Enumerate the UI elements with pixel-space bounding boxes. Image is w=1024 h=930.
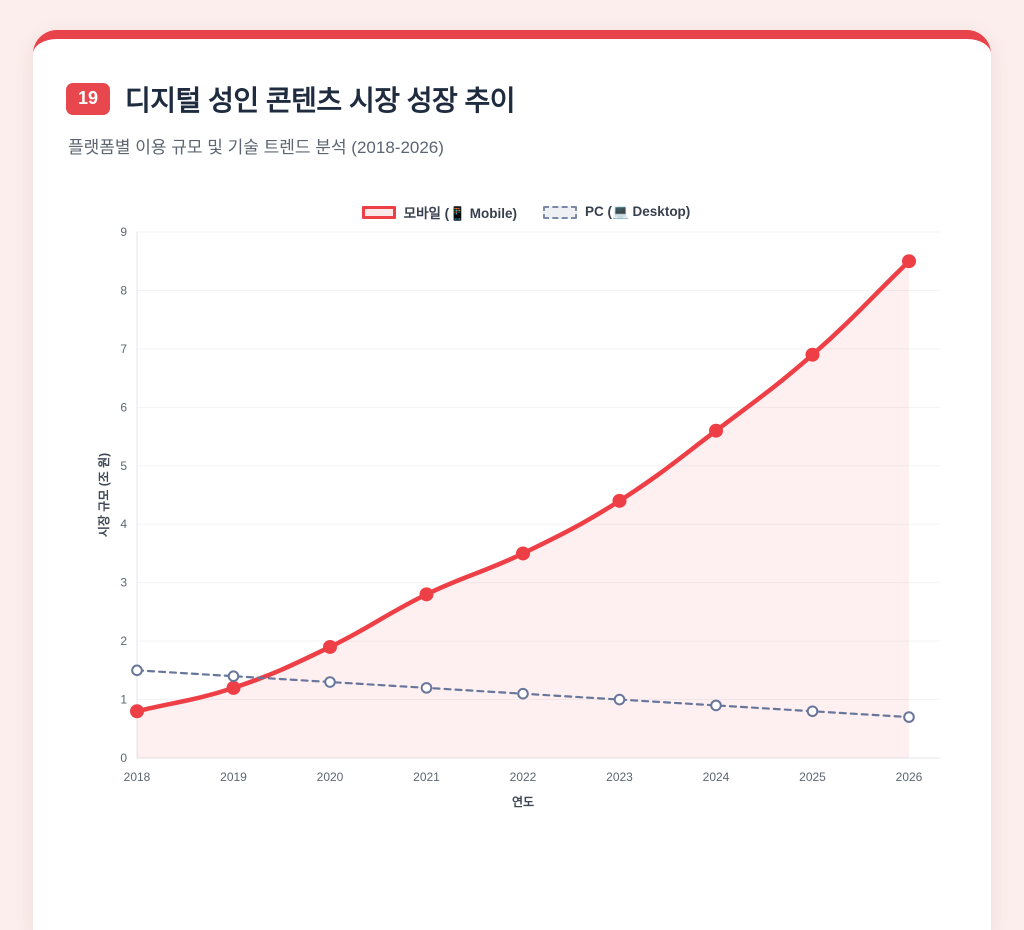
- data-point-mobile-2020[interactable]: [323, 639, 337, 654]
- chart-legend: 모바일 (📱 Mobile) PC (💻 Desktop): [96, 202, 956, 222]
- y-axis-title: 시장 규모 (조 원): [97, 453, 111, 537]
- x-tick-label: 2019: [220, 770, 247, 784]
- data-point-mobile-2021[interactable]: [419, 587, 434, 602]
- y-tick-label: 1: [120, 693, 127, 707]
- axis-tick-labels: 0 1 2 3 4 5 6 7 8 9 2018 2019 2020 2021 2022 2023 2024 20…: [120, 226, 922, 784]
- y-tick-label: 5: [120, 459, 127, 473]
- card-header: 19 디지털 성인 콘텐츠 시장 성장 추이: [66, 79, 958, 119]
- data-point-pc-2018[interactable]: [131, 664, 143, 677]
- x-tick-label: 2021: [413, 770, 440, 784]
- y-tick-label: 2: [120, 634, 127, 648]
- data-point-pc-2021[interactable]: [420, 682, 433, 694]
- legend-item-mobile[interactable]: 모바일 (📱 Mobile): [361, 202, 517, 222]
- mobile-series-swatch-icon: [361, 205, 396, 219]
- y-tick-label: 4: [120, 517, 127, 531]
- y-gridlines: [137, 231, 940, 759]
- y-tick-label: 9: [120, 226, 127, 239]
- x-tick-label: 2023: [606, 770, 633, 784]
- legend-item-pc[interactable]: PC (💻 Desktop): [542, 204, 691, 220]
- data-point-mobile-2026[interactable]: [902, 254, 916, 269]
- pc-series-swatch-icon: [542, 205, 577, 219]
- slide-number-badge: 19: [66, 83, 111, 115]
- series-mobile: [130, 254, 916, 758]
- mobile-area-fill: [137, 261, 909, 758]
- y-tick-label: 3: [120, 576, 127, 590]
- data-point-pc-2025[interactable]: [806, 705, 819, 718]
- legend-label-pc: PC (💻 Desktop): [584, 204, 691, 219]
- page-title: 디지털 성인 콘텐츠 시장 성장 추이: [125, 85, 516, 116]
- data-point-pc-2019[interactable]: [227, 670, 240, 682]
- y-tick-label: 7: [120, 342, 127, 356]
- x-tick-label: 2020: [317, 770, 344, 784]
- data-point-mobile-2025[interactable]: [805, 347, 820, 362]
- data-point-mobile-2018[interactable]: [130, 704, 144, 719]
- content-card: 19 디지털 성인 콘텐츠 시장 성장 추이 플랫폼별 이용 규모 및 기술 트…: [33, 30, 991, 930]
- data-point-mobile-2023[interactable]: [612, 493, 627, 508]
- page-subtitle: 플랫폼별 이용 규모 및 기술 트렌드 분석 (2018-2026): [68, 138, 444, 157]
- series-pc: [131, 664, 915, 723]
- y-tick-label: 0: [120, 751, 127, 765]
- x-tick-label: 2018: [124, 770, 151, 784]
- x-tick-label: 2025: [799, 770, 826, 784]
- x-tick-label: 2024: [703, 770, 730, 784]
- data-point-pc-2026[interactable]: [903, 711, 915, 723]
- data-point-mobile-2024[interactable]: [709, 423, 723, 438]
- legend-label-mobile: 모바일 (📱 Mobile): [403, 206, 517, 221]
- data-point-pc-2024[interactable]: [710, 699, 722, 712]
- data-point-pc-2020[interactable]: [324, 676, 336, 688]
- data-point-pc-2022[interactable]: [517, 687, 529, 700]
- chart-container: 모바일 (📱 Mobile) PC (💻 Desktop) 0 1 2 3 4 5 6 7 8 9…: [96, 202, 956, 816]
- data-point-pc-2023[interactable]: [613, 693, 626, 706]
- y-tick-label: 8: [120, 283, 127, 297]
- x-tick-label: 2022: [510, 770, 537, 784]
- data-point-mobile-2022[interactable]: [516, 546, 530, 561]
- line-chart: 0 1 2 3 4 5 6 7 8 9 2018 2019 2020 2021 2022 2023 2024 20…: [97, 226, 940, 809]
- x-axis-title: 연도: [512, 794, 534, 809]
- data-point-mobile-2019[interactable]: [226, 680, 241, 695]
- x-tick-label: 2026: [896, 770, 923, 784]
- y-tick-label: 6: [120, 400, 127, 414]
